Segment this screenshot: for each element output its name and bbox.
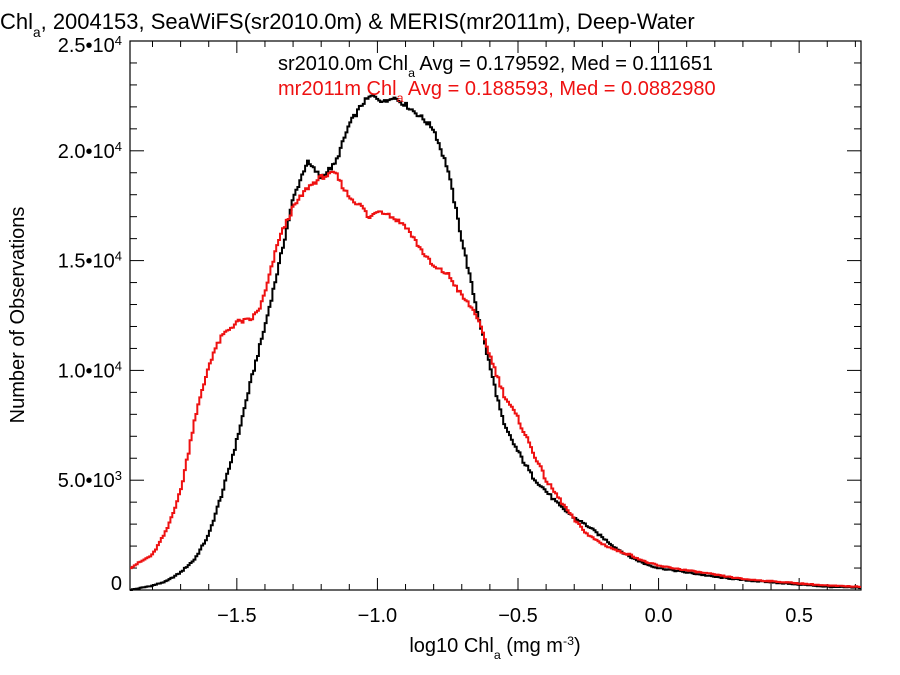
title-part: Chl (0, 9, 33, 34)
legend-entry: mr2011m Chla Avg = 0.188593, Med = 0.088… (278, 78, 716, 105)
y-tick-label: 5.0•103 (58, 468, 122, 493)
y-tick-mantissa: 5.0•10 (58, 470, 115, 492)
series-line-sr2010.0m (130, 94, 861, 591)
x-axis-label-part: -3 (563, 634, 574, 648)
x-axis-label-part: a (494, 648, 501, 662)
y-tick-label: 1.5•104 (58, 248, 122, 273)
y-tick-exponent: 4 (115, 248, 122, 263)
x-tick-label: −1.0 (358, 605, 397, 627)
legend-entry-part: a (408, 66, 415, 80)
y-tick-mantissa: 2.5•10 (58, 35, 115, 57)
legend-entry-part: sr2010.0m Chl (278, 53, 408, 75)
y-tick-mantissa: 1.5•10 (58, 251, 115, 273)
title-part: a (33, 25, 41, 40)
x-tick-label: 0.5 (785, 605, 813, 627)
x-axis-label-part: log10 Chl (409, 635, 494, 657)
axis-ticks (130, 40, 861, 591)
x-tick-labels: −1.5 −1.0 −0.5 0.0 0.5 (217, 605, 813, 627)
x-tick-label: −1.5 (217, 605, 256, 627)
x-tick-label: −0.5 (498, 605, 537, 627)
y-tick-label: 2.0•104 (58, 138, 122, 163)
x-axis-label-part: (mg m (501, 635, 563, 657)
legend: sr2010.0m Chla Avg = 0.179592, Med = 0.1… (278, 53, 716, 105)
x-axis-label-part: ) (574, 635, 581, 657)
y-tick-label: 2.5•104 (58, 33, 122, 58)
y-tick-label: 1.0•104 (58, 358, 122, 383)
y-tick-exponent: 4 (115, 33, 122, 48)
x-tick-label: 0.0 (645, 605, 673, 627)
series-line-mr2011m (130, 170, 861, 588)
title-part: , 2004153, SeaWiFS(sr2010.0m) & MERIS(mr… (41, 9, 695, 34)
y-tick-mantissa: 1.0•10 (58, 360, 115, 382)
y-tick-exponent: 4 (115, 138, 122, 153)
y-tick-label: 0 (111, 573, 122, 595)
legend-entry-part: mr2011m Chl (278, 78, 397, 100)
y-tick-mantissa: 0 (111, 573, 122, 595)
y-axis-label: Number of Observations (7, 207, 29, 424)
legend-entry-part: Avg = 0.179592, Med = 0.111651 (415, 53, 713, 75)
y-tick-exponent: 4 (115, 358, 122, 373)
legend-entry-part: Avg = 0.188593, Med = 0.0882980 (403, 78, 715, 100)
y-tick-mantissa: 2.0•10 (58, 141, 115, 163)
legend-entry: sr2010.0m Chla Avg = 0.179592, Med = 0.1… (278, 53, 713, 80)
plot-frame (129, 40, 862, 591)
x-axis-label: log10 Chla (mg m-3) (409, 634, 580, 662)
chart-title: Chla, 2004153, SeaWiFS(sr2010.0m) & MERI… (0, 9, 695, 40)
y-tick-exponent: 3 (115, 468, 122, 483)
series-layer (130, 94, 861, 591)
legend-entry-part: a (397, 91, 404, 105)
